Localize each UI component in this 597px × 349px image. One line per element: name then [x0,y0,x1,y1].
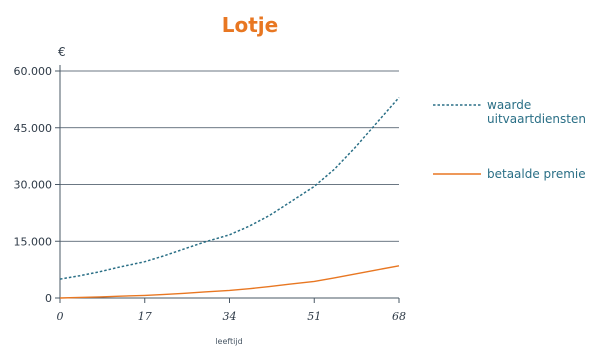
y-tick-label: 15.000 [14,235,53,248]
series-line-0 [59,97,400,280]
x-tick-label: 17 [138,310,152,323]
y-axis-label: € [58,45,66,59]
x-tick-label: 34 [223,310,237,323]
series-line-1 [59,265,400,299]
x-tick-label: 51 [307,310,321,323]
y-tick-label: 60.000 [14,65,53,78]
x-tick-label: 0 [57,310,64,323]
grid-lines [55,70,399,299]
y-tick-labels: 0 15.000 30.000 45.000 60.000 [14,65,53,305]
x-tick-labels: 0 17 34 51 68 [57,298,406,323]
y-tick-label: 0 [45,292,52,305]
series-lines [59,97,400,299]
y-tick-label: 45.000 [14,122,53,135]
y-tick-label: 30.000 [14,179,53,192]
legend-label: betaalde premie [487,167,586,181]
chart-title: Lotje [222,13,278,37]
legend-label: uitvaartdiensten [487,112,586,126]
x-tick-label: 68 [392,310,406,323]
legend-label: waarde [487,98,531,112]
x-axis-label: leeftijd [215,337,242,346]
axes [59,65,399,299]
